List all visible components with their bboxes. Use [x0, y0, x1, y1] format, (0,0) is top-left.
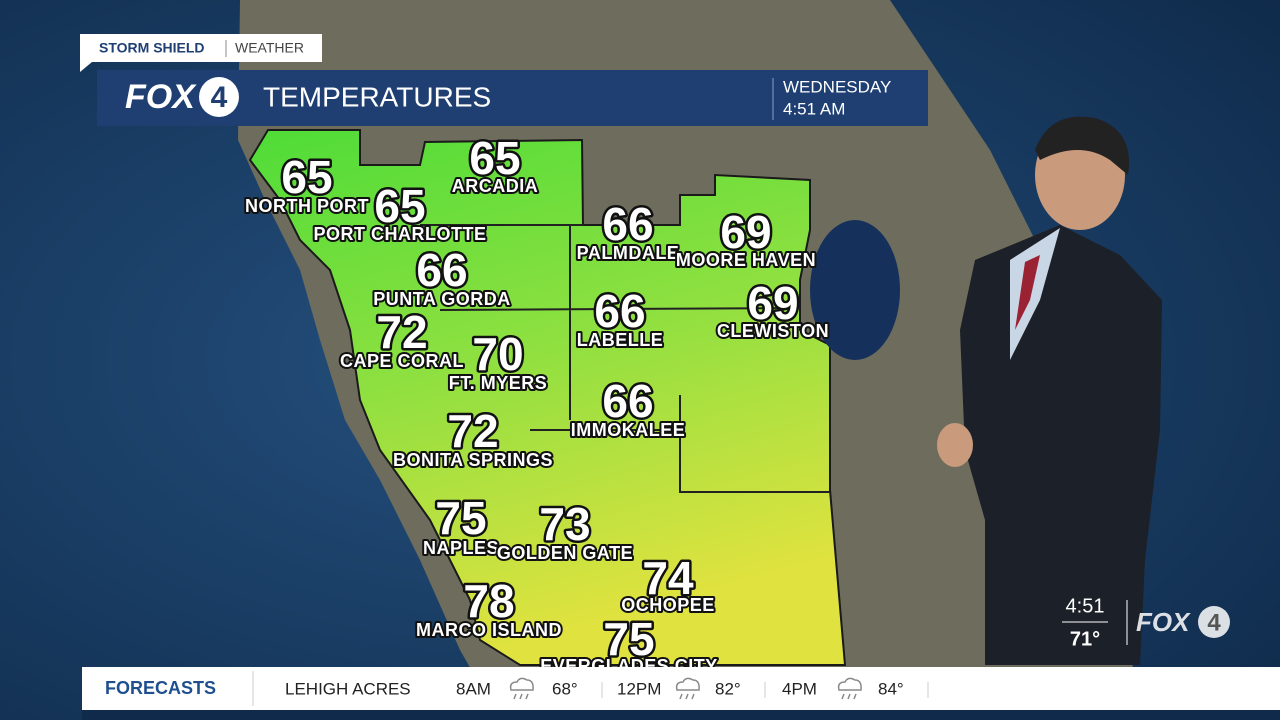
- city-name: PORT CHARLOTTE: [314, 224, 487, 244]
- title: TEMPERATURES: [263, 81, 491, 112]
- logo-number: 4: [211, 81, 228, 114]
- city-temp: 69: [747, 277, 798, 329]
- city-name: CLEWISTON: [717, 321, 829, 341]
- city-name: PALMDALE: [577, 243, 680, 263]
- city-name: PUNTA GORDA: [373, 289, 511, 309]
- rain-icon: [509, 677, 534, 700]
- cloud: [675, 677, 700, 691]
- corner-logo-circle: [1198, 606, 1230, 638]
- city-temp: 75: [435, 492, 486, 544]
- period-time: 8AM: [456, 679, 491, 698]
- rain-icon: [837, 677, 862, 700]
- corner-temp: 71°: [1070, 628, 1100, 650]
- corner-logo-text: FOX: [1136, 607, 1191, 637]
- section: WEATHER: [235, 40, 304, 56]
- cloud: [837, 677, 862, 691]
- city-name: OCHOPEE: [621, 595, 715, 615]
- city-temp: 75: [603, 613, 654, 665]
- rain: [841, 693, 857, 700]
- period-time: 12PM: [617, 679, 661, 698]
- city-temp: 65: [281, 151, 332, 203]
- city-temp: 66: [602, 198, 653, 250]
- time: 4:51 AM: [783, 99, 845, 118]
- day: WEDNESDAY: [783, 77, 891, 96]
- corner-time: 4:51: [1066, 595, 1105, 617]
- corner-logo-number: 4: [1207, 609, 1221, 636]
- rain-icon: [675, 677, 700, 700]
- city-temp: 70: [472, 328, 523, 380]
- logo-circle: [199, 77, 239, 117]
- brand: STORM SHIELD: [99, 40, 205, 56]
- city-temp: 65: [374, 180, 425, 232]
- city-name: IMMOKALEE: [571, 420, 686, 440]
- ticker-location: LEHIGH ACRES: [285, 679, 411, 698]
- period-temp: 68°: [552, 679, 578, 698]
- ticker-base: [82, 710, 1280, 720]
- city-temp: 66: [602, 375, 653, 427]
- temperature-region: [248, 129, 847, 666]
- rain: [513, 693, 529, 700]
- city-name: NORTH PORT: [245, 196, 369, 216]
- city-temp: 74: [642, 552, 694, 604]
- ticker: FORECASTS LEHIGH ACRES 8AM 68° 12PM 82° 4PM 8…: [82, 667, 1280, 720]
- city-temp: 72: [447, 405, 498, 457]
- city-temp: 73: [539, 498, 590, 550]
- city-name: MARCO ISLAND: [416, 620, 562, 640]
- city-temp: 65: [469, 132, 520, 184]
- city-name: MOORE HAVEN: [676, 250, 816, 270]
- ticker-bar: [82, 667, 1280, 710]
- city-name: LABELLE: [577, 330, 664, 350]
- county-lines: [420, 224, 830, 493]
- city-name: GOLDEN GATE: [497, 543, 633, 563]
- presenter: [937, 116, 1162, 665]
- logo-text: FOX: [125, 78, 197, 116]
- header: STORM SHIELD WEATHER FOX 4 TEMPERATURES …: [80, 34, 928, 126]
- corner-bug: 4:51 71° FOX 4: [1062, 595, 1230, 650]
- city-name: CAPE CORAL: [340, 351, 464, 371]
- ticker-label: FORECASTS: [105, 678, 216, 698]
- city-temp: 78: [463, 575, 514, 627]
- city-temp: 66: [416, 244, 467, 296]
- city-temp: 69: [720, 206, 771, 258]
- rain: [679, 693, 695, 700]
- city-name: BONITA SPRINGS: [393, 450, 553, 470]
- period-temp: 82°: [715, 679, 741, 698]
- city-name: FT. MYERS: [449, 373, 548, 393]
- period-time: 4PM: [782, 679, 817, 698]
- lake-okeechobee: [810, 220, 900, 360]
- city-name: ARCADIA: [452, 176, 539, 196]
- brand-tab: [80, 34, 322, 72]
- period-temp: 84°: [878, 679, 904, 698]
- cloud: [509, 677, 534, 691]
- city-name: NAPLES: [423, 538, 499, 558]
- city-temp: 72: [376, 306, 427, 358]
- city-temp: 66: [594, 285, 645, 337]
